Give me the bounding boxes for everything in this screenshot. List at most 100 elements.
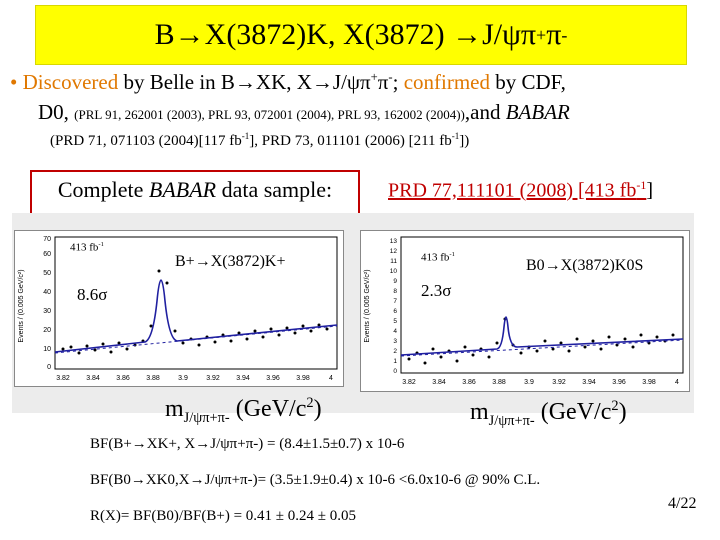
left-ytick: 20 (43, 327, 51, 334)
left-lumi-exp: -1 (98, 241, 104, 248)
right-m: m (470, 399, 489, 425)
right-xtick: 3.94 (582, 379, 596, 386)
right-xtick: 3.84 (432, 379, 446, 386)
right-m-close: ) (618, 399, 627, 425)
right-ytick: 9 (393, 278, 397, 285)
right-background-curve (400, 339, 684, 357)
refs-small: (PRL 91, 262001 (2003), PRL 93, 072001 (… (74, 107, 465, 122)
right-mass-axis-label: mJ/ψπ+π- (GeV/c2) (470, 398, 627, 430)
right-xtick: 3.96 (612, 379, 626, 386)
right-ytick: 3 (393, 338, 397, 345)
left-lumi: 413 fb (70, 241, 99, 254)
left-xtick: 3.9 (178, 375, 188, 382)
prd-ref-c: ]) (459, 133, 470, 149)
discovered-word: Discovered (22, 70, 119, 94)
right-lumi: 413 fb (421, 251, 450, 264)
slide-title: B→X(3872)K, X(3872) →J/ψπ + π - (35, 5, 687, 65)
prd-refs-line: (PRD 71, 071103 (2004)[117 fb -1], PRD 73… (50, 131, 469, 150)
right-m-unit: (GeV/c (534, 399, 612, 425)
right-ytick: 7 (393, 298, 397, 305)
left-ylabel: Events / (0.005 GeV/c²) (18, 269, 25, 342)
right-significance: 2.3σ (421, 281, 452, 300)
complete-prefix: Complete (57, 177, 149, 202)
left-m: m (165, 396, 184, 422)
prd77-text: PRD 77,111101 (2008) [413 fb (388, 179, 637, 202)
right-plot-frame (400, 236, 684, 374)
prd77-reference[interactable]: PRD 77,111101 (2008) [413 fb-1] (388, 178, 653, 203)
left-plot-frame (54, 236, 338, 370)
right-ytick: 13 (390, 238, 398, 245)
prd77-close: ] (646, 179, 653, 202)
bullet-marker: • (10, 70, 18, 94)
formula-ratio: R(X)= BF(B0)/BF(B+) = 0.41 ± 0.24 ± 0.05 (90, 508, 357, 524)
left-ytick: 0 (47, 364, 51, 371)
left-plot-svg: 0 10 20 30 40 50 60 70 3.82 3.84 3.86 3.… (18, 236, 338, 382)
page-number: 4/22 (668, 495, 697, 512)
title-text: B→X(3872)K, X(3872) →J/ψπ (154, 18, 537, 51)
left-xtick: 3.96 (266, 375, 280, 382)
prd-ref-b: ], PRD 73, 011101 (2006) [211 fb (249, 133, 452, 149)
right-ytick: 1 (393, 358, 397, 365)
right-mass-plot: 0 1 2 3 4 5 6 7 8 9 10 11 12 13 3.82 3.8… (360, 230, 690, 392)
left-mass-axis-label: mJ/ψπ+π- (GeV/c2) (165, 395, 322, 427)
right-xtick: 3.92 (552, 379, 566, 386)
bullet-sup-minus: - (388, 70, 393, 84)
prd77-exp: -1 (636, 178, 647, 192)
left-xtick: 3.84 (86, 375, 100, 382)
left-xtick: 3.82 (56, 375, 70, 382)
left-m-close: ) (313, 396, 322, 422)
left-data-points (61, 269, 329, 355)
bullet-text-1: by Belle in B→XK, X→J/ψπ (118, 70, 371, 94)
right-lumi-label: 413 fb-1 (421, 251, 455, 264)
left-significance: 8.6σ (77, 285, 108, 304)
left-ytick: 40 (43, 289, 51, 296)
right-xtick: 3.82 (402, 379, 416, 386)
left-m-unit: (GeV/c (229, 396, 307, 422)
left-xtick: 3.86 (116, 375, 130, 382)
d0-text: D0, (38, 100, 75, 124)
and-text: ,and (464, 100, 506, 124)
right-ylabel: Events / (0.005 GeV/c²) (364, 269, 371, 342)
babar-text: BABAR (505, 100, 570, 124)
bullet-text-3: by CDF, (489, 70, 566, 94)
prd-exp-b: -1 (451, 131, 460, 141)
bullet-text-2: ; (392, 70, 404, 94)
left-ytick: 70 (43, 236, 51, 243)
left-xtick: 3.94 (236, 375, 250, 382)
complete-suffix: data sample: (216, 177, 333, 202)
left-m-sub: J/ψπ+π- (183, 409, 230, 426)
right-xtick: 3.98 (642, 379, 656, 386)
right-ytick: 11 (390, 258, 397, 265)
left-xtick: 4 (329, 375, 333, 382)
right-decay-label: B0→X(3872)K0S (526, 257, 644, 274)
bullet-pi: π (377, 70, 389, 94)
right-ytick: 6 (393, 308, 397, 315)
title-minus: - (561, 24, 568, 45)
left-xtick: 3.92 (206, 375, 220, 382)
right-ytick: 10 (390, 268, 398, 275)
right-xtick: 4 (675, 379, 679, 386)
right-m-exp: 2 (611, 398, 619, 414)
formula-bf-charged: BF(B+→XK+, X→J/ψπ+π-) = (8.4±1.5±0.7) x … (90, 436, 405, 452)
right-xtick: 3.9 (524, 379, 534, 386)
left-lumi-label: 413 fb-1 (70, 241, 104, 254)
right-m-sub: J/ψπ+π- (488, 412, 535, 429)
left-ytick: 10 (43, 346, 51, 353)
complete-babar: BABAR (148, 177, 217, 202)
right-ytick: 8 (393, 288, 397, 295)
left-m-exp: 2 (306, 395, 314, 411)
left-xtick: 3.88 (146, 375, 160, 382)
prd-ref-a: (PRD 71, 071103 (2004)[117 fb (50, 133, 242, 149)
right-ytick: 5 (393, 318, 397, 325)
complete-sample-box: Complete BABAR data sample: (30, 170, 360, 216)
left-decay-label: B+→X(3872)K+ (175, 253, 286, 270)
left-ytick: 30 (43, 308, 51, 315)
left-ytick: 60 (43, 251, 51, 258)
right-plot-svg: 0 1 2 3 4 5 6 7 8 9 10 11 12 13 3.82 3.8… (364, 236, 684, 386)
right-ytick: 0 (393, 368, 397, 375)
bullet-line-1: • Discovered by Belle in B→XK, X→J/ψπ+π-… (10, 70, 566, 95)
formula-bf-neutral: BF(B0→XK0,X→J/ψπ+π-)= (3.5±1.9±0.4) x 10… (90, 472, 541, 488)
right-ytick: 12 (390, 248, 398, 255)
confirmed-word: confirmed (403, 70, 490, 94)
left-mass-plot: 0 10 20 30 40 50 60 70 3.82 3.84 3.86 3.… (14, 230, 344, 387)
